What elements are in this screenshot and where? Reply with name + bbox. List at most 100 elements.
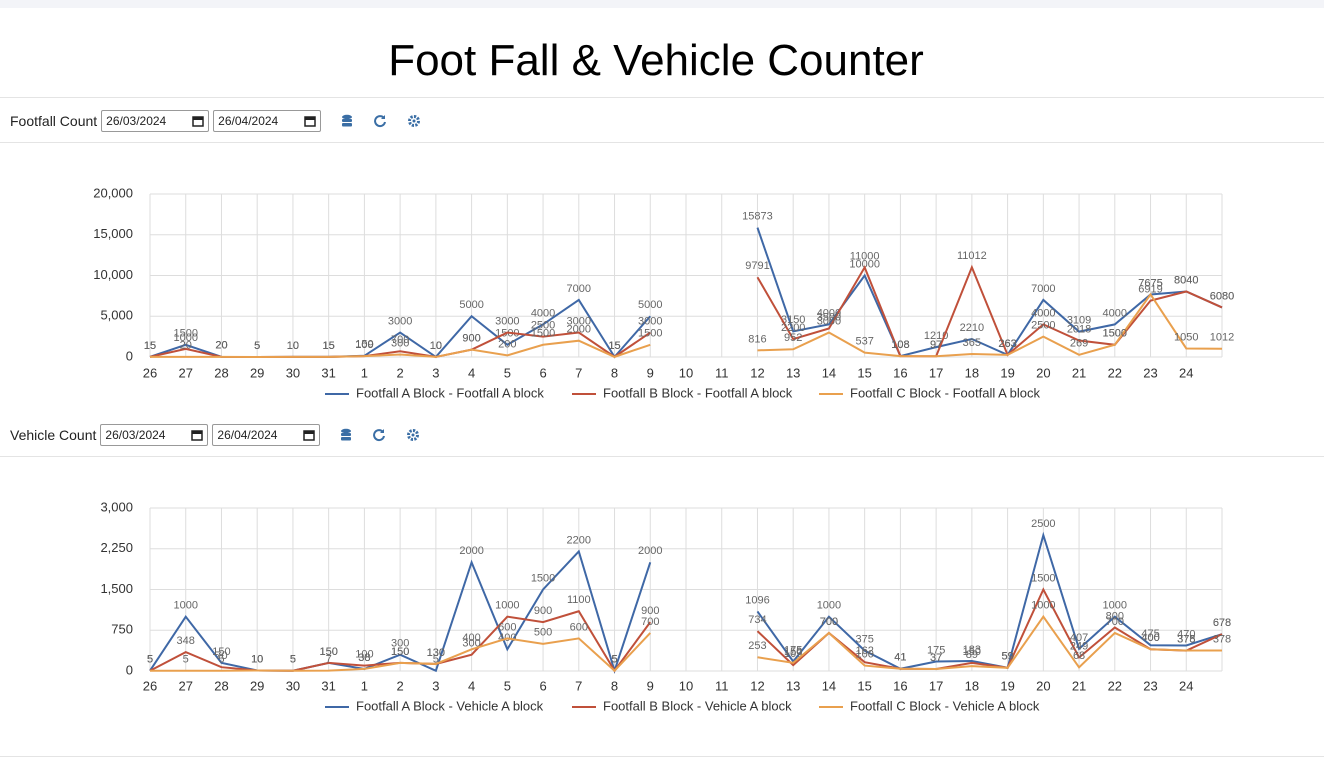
footfall-controls: Footfall Count 26/03/2024 26/04/2024 — [10, 110, 421, 132]
data-label: 3150 — [781, 314, 805, 326]
x-tick-label: 19 — [1000, 365, 1014, 380]
series-line — [149, 292, 1223, 358]
x-tick-label: 12 — [750, 678, 764, 693]
x-tick-label: 19 — [1000, 678, 1014, 693]
date-from[interactable]: 26/03/2024 — [100, 424, 209, 446]
x-tick-label: 18 — [965, 365, 979, 380]
legend-label: Footfall A Block - Footfall A block — [356, 385, 544, 400]
x-tick-label: 1 — [361, 365, 368, 380]
vehicle-controls: Vehicle Count 26/03/2024 26/04/2024 — [10, 424, 420, 446]
data-label: 41 — [894, 652, 906, 664]
settings-button[interactable] — [407, 114, 421, 128]
x-tick-label: 11 — [715, 678, 729, 693]
data-label: 10 — [430, 340, 442, 352]
data-label: 1000 — [173, 600, 197, 612]
data-label: 1500 — [1103, 328, 1127, 340]
data-label: 249 — [1070, 640, 1088, 652]
data-label: 15 — [323, 340, 335, 352]
x-tick-label: 31 — [321, 678, 335, 693]
data-label: 375 — [855, 634, 873, 646]
data-label: 600 — [570, 621, 588, 633]
data-label: 2018 — [1067, 323, 1091, 335]
data-label: 38 — [358, 652, 370, 664]
x-tick-label: 6 — [539, 365, 546, 380]
data-label: 100 — [355, 648, 373, 660]
data-label: 2210 — [960, 322, 984, 334]
x-tick-label: 8 — [611, 365, 618, 380]
data-label: 175 — [784, 644, 802, 656]
x-tick-label: 16 — [893, 365, 907, 380]
data-label: 5 — [290, 654, 296, 666]
data-label: 3000 — [388, 315, 412, 327]
database-button[interactable] — [341, 114, 353, 128]
data-label: 1100 — [567, 594, 591, 606]
data-label: 15 — [323, 340, 335, 352]
data-label: 9791 — [745, 260, 769, 272]
data-label: 816 — [748, 333, 766, 345]
data-label: 300 — [462, 638, 480, 650]
data-label: 952 — [784, 332, 802, 344]
x-tick-label: 10 — [679, 678, 693, 693]
data-label: 5000 — [459, 299, 483, 311]
x-tick-label: 5 — [504, 365, 511, 380]
date-from[interactable]: 26/03/2024 — [101, 110, 210, 132]
section-label: Vehicle Count — [10, 427, 97, 443]
data-label: 4000 — [531, 307, 555, 319]
data-label: 2500 — [1031, 320, 1055, 332]
data-label: 130 — [427, 647, 445, 659]
settings-button[interactable] — [406, 428, 420, 442]
x-tick-label: 24 — [1179, 678, 1193, 693]
data-label: 37 — [930, 652, 942, 664]
x-tick-label: 10 — [679, 365, 693, 380]
data-label: 365 — [963, 337, 981, 349]
data-label: 10 — [430, 340, 442, 352]
data-label: 1096 — [745, 594, 769, 606]
data-label: 15 — [144, 340, 156, 352]
data-label: 97 — [930, 339, 942, 351]
data-label: 900 — [641, 605, 659, 617]
database-button[interactable] — [340, 428, 352, 442]
x-tick-label: 15 — [857, 678, 871, 693]
data-label: 6919 — [1138, 284, 1162, 296]
series-line — [150, 614, 1222, 673]
data-label: 5 — [218, 654, 224, 666]
data-label: 15 — [144, 340, 156, 352]
x-tick-label: 13 — [786, 365, 800, 380]
data-label: 2000 — [567, 324, 591, 336]
calendar-icon — [304, 116, 316, 127]
data-label: 59 — [1001, 651, 1013, 663]
calendar-icon — [303, 430, 316, 441]
x-tick-label: 16 — [893, 678, 907, 693]
data-label: 100 — [355, 339, 373, 351]
x-tick-label: 2 — [397, 678, 404, 693]
data-label: 5 — [611, 654, 617, 666]
data-label: 900 — [534, 605, 552, 617]
x-tick-label: 3 — [432, 365, 439, 380]
data-label: 1000 — [495, 600, 519, 612]
data-label: 15 — [323, 340, 335, 352]
x-tick-label: 17 — [929, 365, 943, 380]
data-label: 2200 — [781, 322, 805, 334]
refresh-button[interactable] — [373, 114, 387, 128]
data-label: 378 — [1177, 633, 1195, 645]
data-label: 15 — [608, 340, 620, 352]
data-label: 10 — [287, 340, 299, 352]
x-tick-label: 22 — [1108, 678, 1122, 693]
data-label: 263 — [998, 338, 1016, 350]
data-label: 5 — [611, 654, 617, 666]
data-label: 5 — [433, 654, 439, 666]
date-to[interactable]: 26/04/2024 — [213, 110, 322, 132]
data-label: 348 — [177, 635, 195, 647]
data-label: 1000 — [173, 332, 197, 344]
data-label: 700 — [391, 334, 409, 346]
data-label: 5 — [290, 654, 296, 666]
data-label: 800 — [1106, 610, 1124, 622]
divider — [0, 756, 1324, 757]
calendar-icon — [192, 116, 204, 127]
data-label: 3000 — [638, 315, 662, 327]
date-to[interactable]: 26/04/2024 — [212, 424, 321, 446]
y-tick-label: 20,000 — [93, 185, 133, 200]
top-bar — [0, 0, 1324, 8]
refresh-button[interactable] — [372, 428, 386, 442]
